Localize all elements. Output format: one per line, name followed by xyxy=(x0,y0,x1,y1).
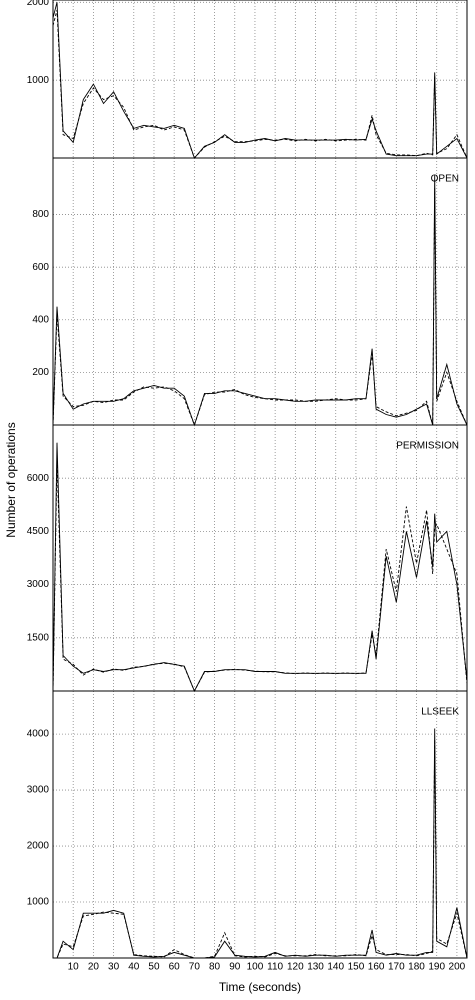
x-tick-label: 100 xyxy=(247,962,264,973)
x-tick-label: 150 xyxy=(348,962,365,973)
y-tick-label: 3000 xyxy=(27,579,50,590)
y-tick-label: 2000 xyxy=(27,841,50,852)
x-tick-label: 140 xyxy=(327,962,344,973)
y-tick-label: 2000 xyxy=(27,0,50,8)
data-line xyxy=(52,460,468,693)
data-line xyxy=(52,9,468,159)
x-tick-label: 70 xyxy=(189,962,201,973)
x-tick-label: 200 xyxy=(449,962,466,973)
panel-title: PERMISSION xyxy=(396,441,459,452)
x-tick-label: 130 xyxy=(307,962,324,973)
x-tick-label: 30 xyxy=(108,962,120,973)
y-tick-label: 1000 xyxy=(27,897,50,908)
data-line xyxy=(52,175,468,427)
data-line xyxy=(52,442,468,693)
y-tick-label: 4000 xyxy=(27,729,50,740)
panel-title: OPEN xyxy=(431,174,459,185)
plot-frame xyxy=(52,690,468,959)
y-tick-label: 1000 xyxy=(27,75,50,86)
x-tick-label: 190 xyxy=(428,962,445,973)
x-tick-label: 180 xyxy=(408,962,425,973)
y-tick-label: 800 xyxy=(32,209,49,220)
y-tick-label: 400 xyxy=(32,314,49,325)
x-tick-label: 10 xyxy=(68,962,80,973)
y-tick-label: 200 xyxy=(32,367,49,378)
x-tick-label: 170 xyxy=(388,962,405,973)
x-tick-label: 50 xyxy=(148,962,160,973)
x-tick-label: 110 xyxy=(267,962,283,973)
y-axis-label: Number of operations xyxy=(4,422,18,537)
data-line xyxy=(52,188,468,427)
panel-title: LLSEEK xyxy=(421,707,459,718)
x-axis-label: Time (seconds) xyxy=(219,980,301,994)
x-tick-label: 60 xyxy=(169,962,181,973)
y-tick-label: 1500 xyxy=(27,632,50,643)
y-tick-label: 6000 xyxy=(27,473,50,484)
plot-frame xyxy=(52,424,468,692)
data-line xyxy=(53,728,468,959)
plot-frame xyxy=(52,0,468,159)
y-tick-label: 3000 xyxy=(27,785,50,796)
x-tick-label: 40 xyxy=(128,962,140,973)
x-tick-label: 90 xyxy=(229,962,241,973)
x-tick-label: 160 xyxy=(368,962,385,973)
x-tick-label: 20 xyxy=(88,962,100,973)
plot-frame xyxy=(52,157,468,426)
data-line xyxy=(53,739,468,959)
x-tick-label: 80 xyxy=(209,962,221,973)
x-tick-label: 120 xyxy=(287,962,304,973)
y-tick-label: 600 xyxy=(32,262,49,273)
y-tick-label: 4500 xyxy=(27,526,50,537)
